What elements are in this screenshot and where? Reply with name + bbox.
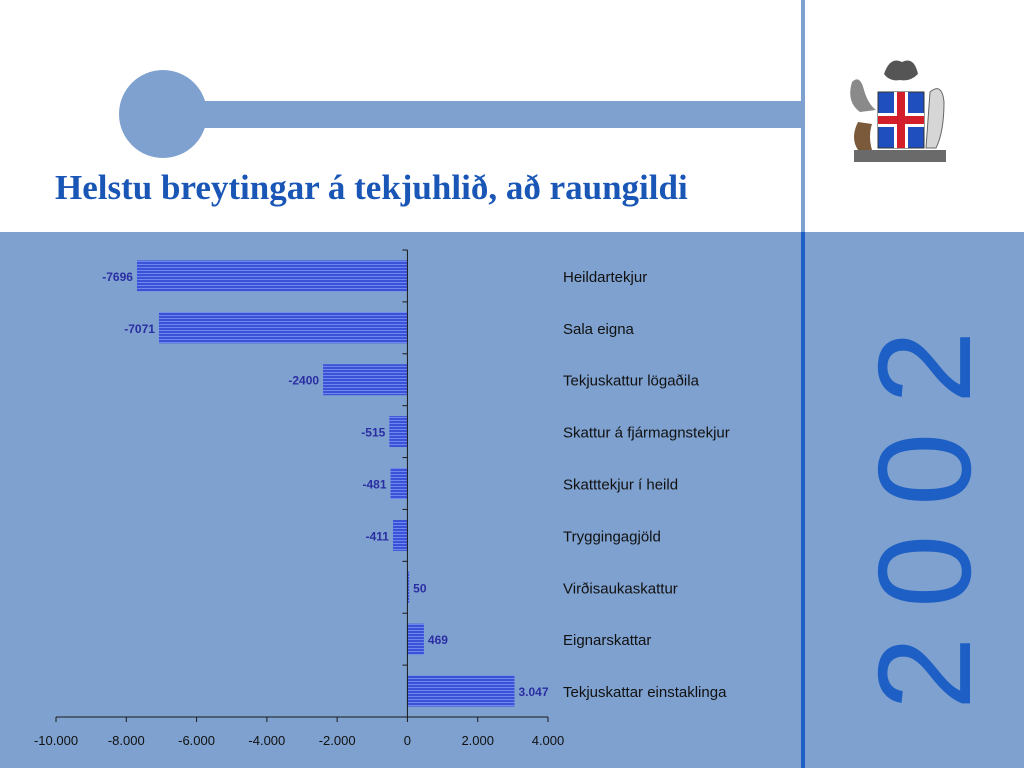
category-label: Skatttekjur í heild <box>563 477 678 494</box>
year-digit: 0 <box>858 535 978 608</box>
iceland-coat-of-arms-icon <box>850 60 946 162</box>
data-label: -411 <box>366 529 390 543</box>
year-digit: 0 <box>858 433 978 506</box>
x-tick-label: -6.000 <box>178 733 215 748</box>
x-tick-label: -4.000 <box>248 733 285 748</box>
x-tick-label: -10.000 <box>34 733 78 748</box>
category-label: Tekjuskattar einstaklinga <box>563 684 727 701</box>
bar <box>407 623 424 655</box>
category-label: Eignarskattar <box>563 632 651 649</box>
bar <box>407 675 515 707</box>
data-label: 469 <box>428 633 448 647</box>
year-vertical: 2 0 0 2 <box>858 331 978 710</box>
x-tick-label: 2.000 <box>461 733 494 748</box>
bar <box>136 260 408 292</box>
slide-title: Helstu breytingar á tekjuhlið, að raungi… <box>55 168 688 207</box>
category-label: Tekjuskattur lögaðila <box>563 373 700 390</box>
x-tick-label: -8.000 <box>108 733 145 748</box>
bar <box>389 416 408 448</box>
data-label: -2400 <box>288 374 319 388</box>
x-tick-label: -2.000 <box>319 733 356 748</box>
data-label: 50 <box>413 581 427 595</box>
data-label: -7071 <box>124 322 155 336</box>
data-label: -481 <box>362 478 386 492</box>
decorative-circle <box>119 70 207 158</box>
bar <box>392 519 408 551</box>
bar <box>390 468 408 499</box>
category-label: Heildartekjur <box>563 269 647 286</box>
x-tick-label: 0 <box>404 733 411 748</box>
bar <box>323 364 408 396</box>
category-label: Virðisaukaskattur <box>563 580 678 597</box>
bar <box>158 312 408 344</box>
category-label: Sala eigna <box>563 321 635 338</box>
divider-line-dark <box>801 232 805 768</box>
data-label: -515 <box>361 426 385 440</box>
decorative-bar <box>160 101 802 128</box>
year-digit: 2 <box>858 331 978 404</box>
data-label: -7696 <box>102 270 133 284</box>
data-label: 3.047 <box>519 685 549 699</box>
category-label: Tryggingagjöld <box>563 528 661 545</box>
year-digit: 2 <box>858 637 978 710</box>
category-label: Skattur á fjármagnstekjur <box>563 425 730 442</box>
x-tick-label: 4.000 <box>532 733 565 748</box>
bar <box>407 571 410 603</box>
